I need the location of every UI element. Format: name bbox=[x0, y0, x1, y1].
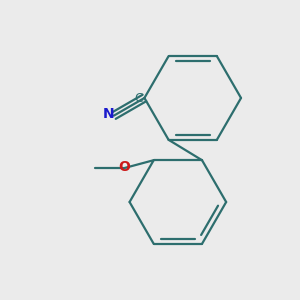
Text: N: N bbox=[103, 107, 114, 121]
Text: C: C bbox=[134, 92, 142, 105]
Text: O: O bbox=[118, 160, 130, 173]
